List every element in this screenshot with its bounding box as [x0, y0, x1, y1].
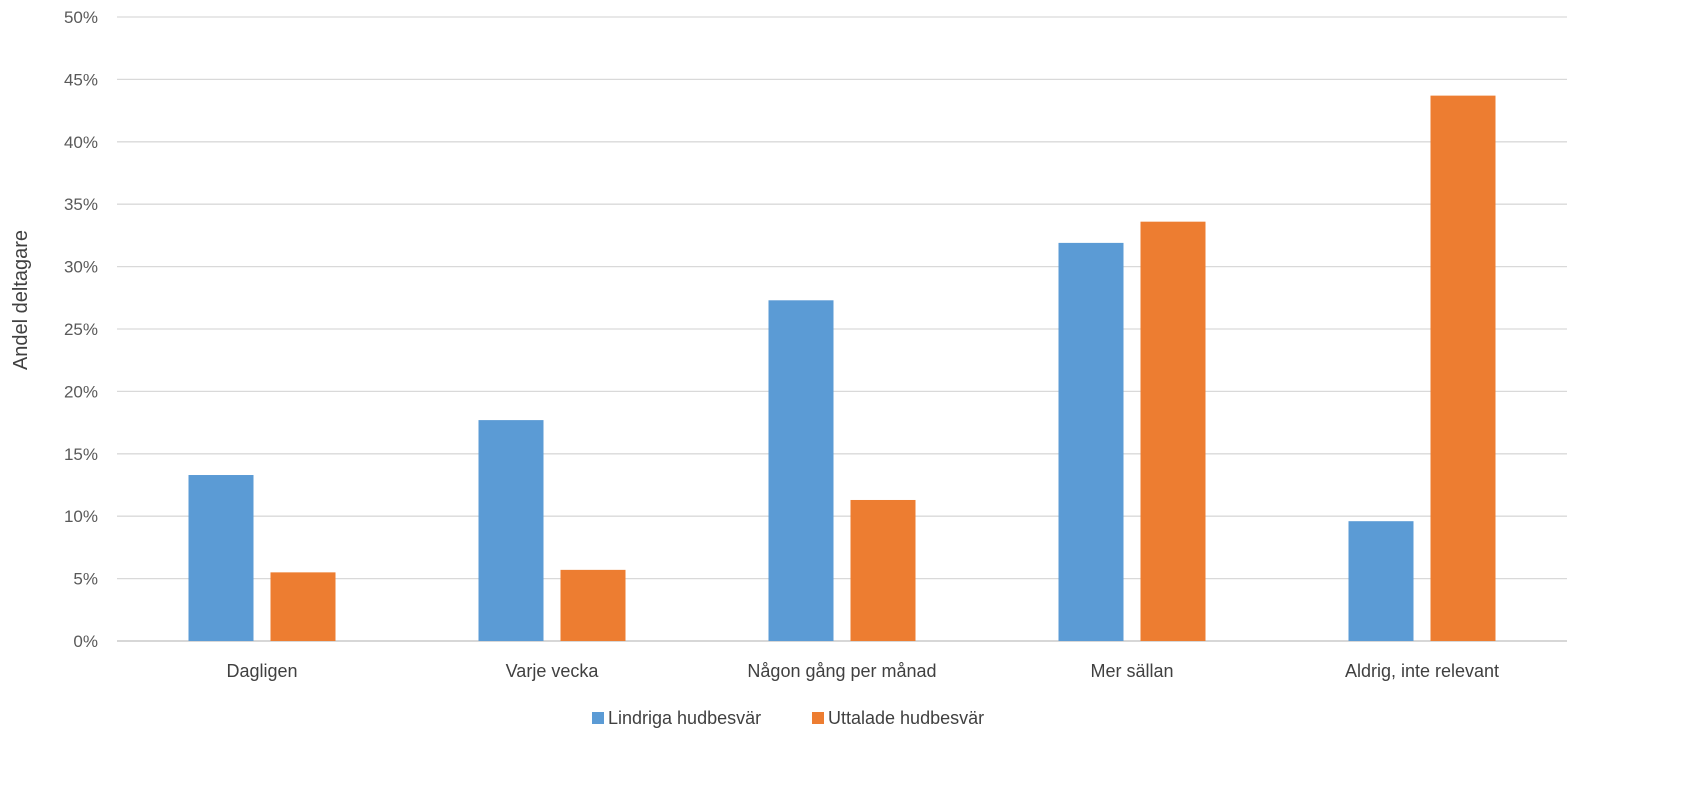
- y-axis-ticks: 0% 5% 10% 15% 20% 25% 30% 35% 40% 45% 50%: [64, 8, 98, 651]
- x-axis-labels: Dagligen Varje vecka Någon gång per månad M…: [226, 661, 1499, 681]
- x-category-label: Varje vecka: [506, 661, 600, 681]
- bar-uttalade-4: [1430, 95, 1496, 641]
- y-tick-label: 5%: [73, 570, 98, 589]
- y-tick-label: 35%: [64, 195, 98, 214]
- y-tick-label: 40%: [64, 133, 98, 152]
- y-tick-label: 30%: [64, 258, 98, 277]
- bar-uttalade-3: [1140, 221, 1206, 641]
- bar-uttalade-2: [850, 499, 916, 641]
- y-tick-label: 0%: [73, 632, 98, 651]
- bars: [188, 95, 1496, 641]
- bar-lindriga-4: [1348, 521, 1414, 641]
- y-tick-label: 10%: [64, 507, 98, 526]
- legend-swatch: [812, 712, 824, 724]
- y-tick-label: 45%: [64, 70, 98, 89]
- legend-label: Uttalade hudbesvär: [828, 708, 984, 728]
- y-tick-label: 15%: [64, 445, 98, 464]
- bar-lindriga-0: [188, 475, 254, 641]
- x-category-label: Någon gång per månad: [747, 661, 936, 681]
- legend: Lindriga hudbesvär Uttalade hudbesvär: [592, 708, 984, 728]
- bar-lindriga-1: [478, 420, 544, 641]
- x-category-label: Dagligen: [226, 661, 297, 681]
- legend-swatch: [592, 712, 604, 724]
- bar-lindriga-2: [768, 300, 834, 641]
- bar-lindriga-3: [1058, 242, 1124, 641]
- y-tick-label: 25%: [64, 320, 98, 339]
- x-category-label: Mer sällan: [1090, 661, 1173, 681]
- y-axis-title: Andel deltagare: [10, 230, 32, 370]
- gridlines: [117, 16, 1567, 642]
- bar-uttalade-0: [270, 572, 336, 641]
- y-tick-label: 50%: [64, 8, 98, 27]
- legend-label: Lindriga hudbesvär: [608, 708, 761, 728]
- y-tick-label: 20%: [64, 382, 98, 401]
- bar-uttalade-1: [560, 569, 626, 641]
- x-category-label: Aldrig, inte relevant: [1345, 661, 1499, 681]
